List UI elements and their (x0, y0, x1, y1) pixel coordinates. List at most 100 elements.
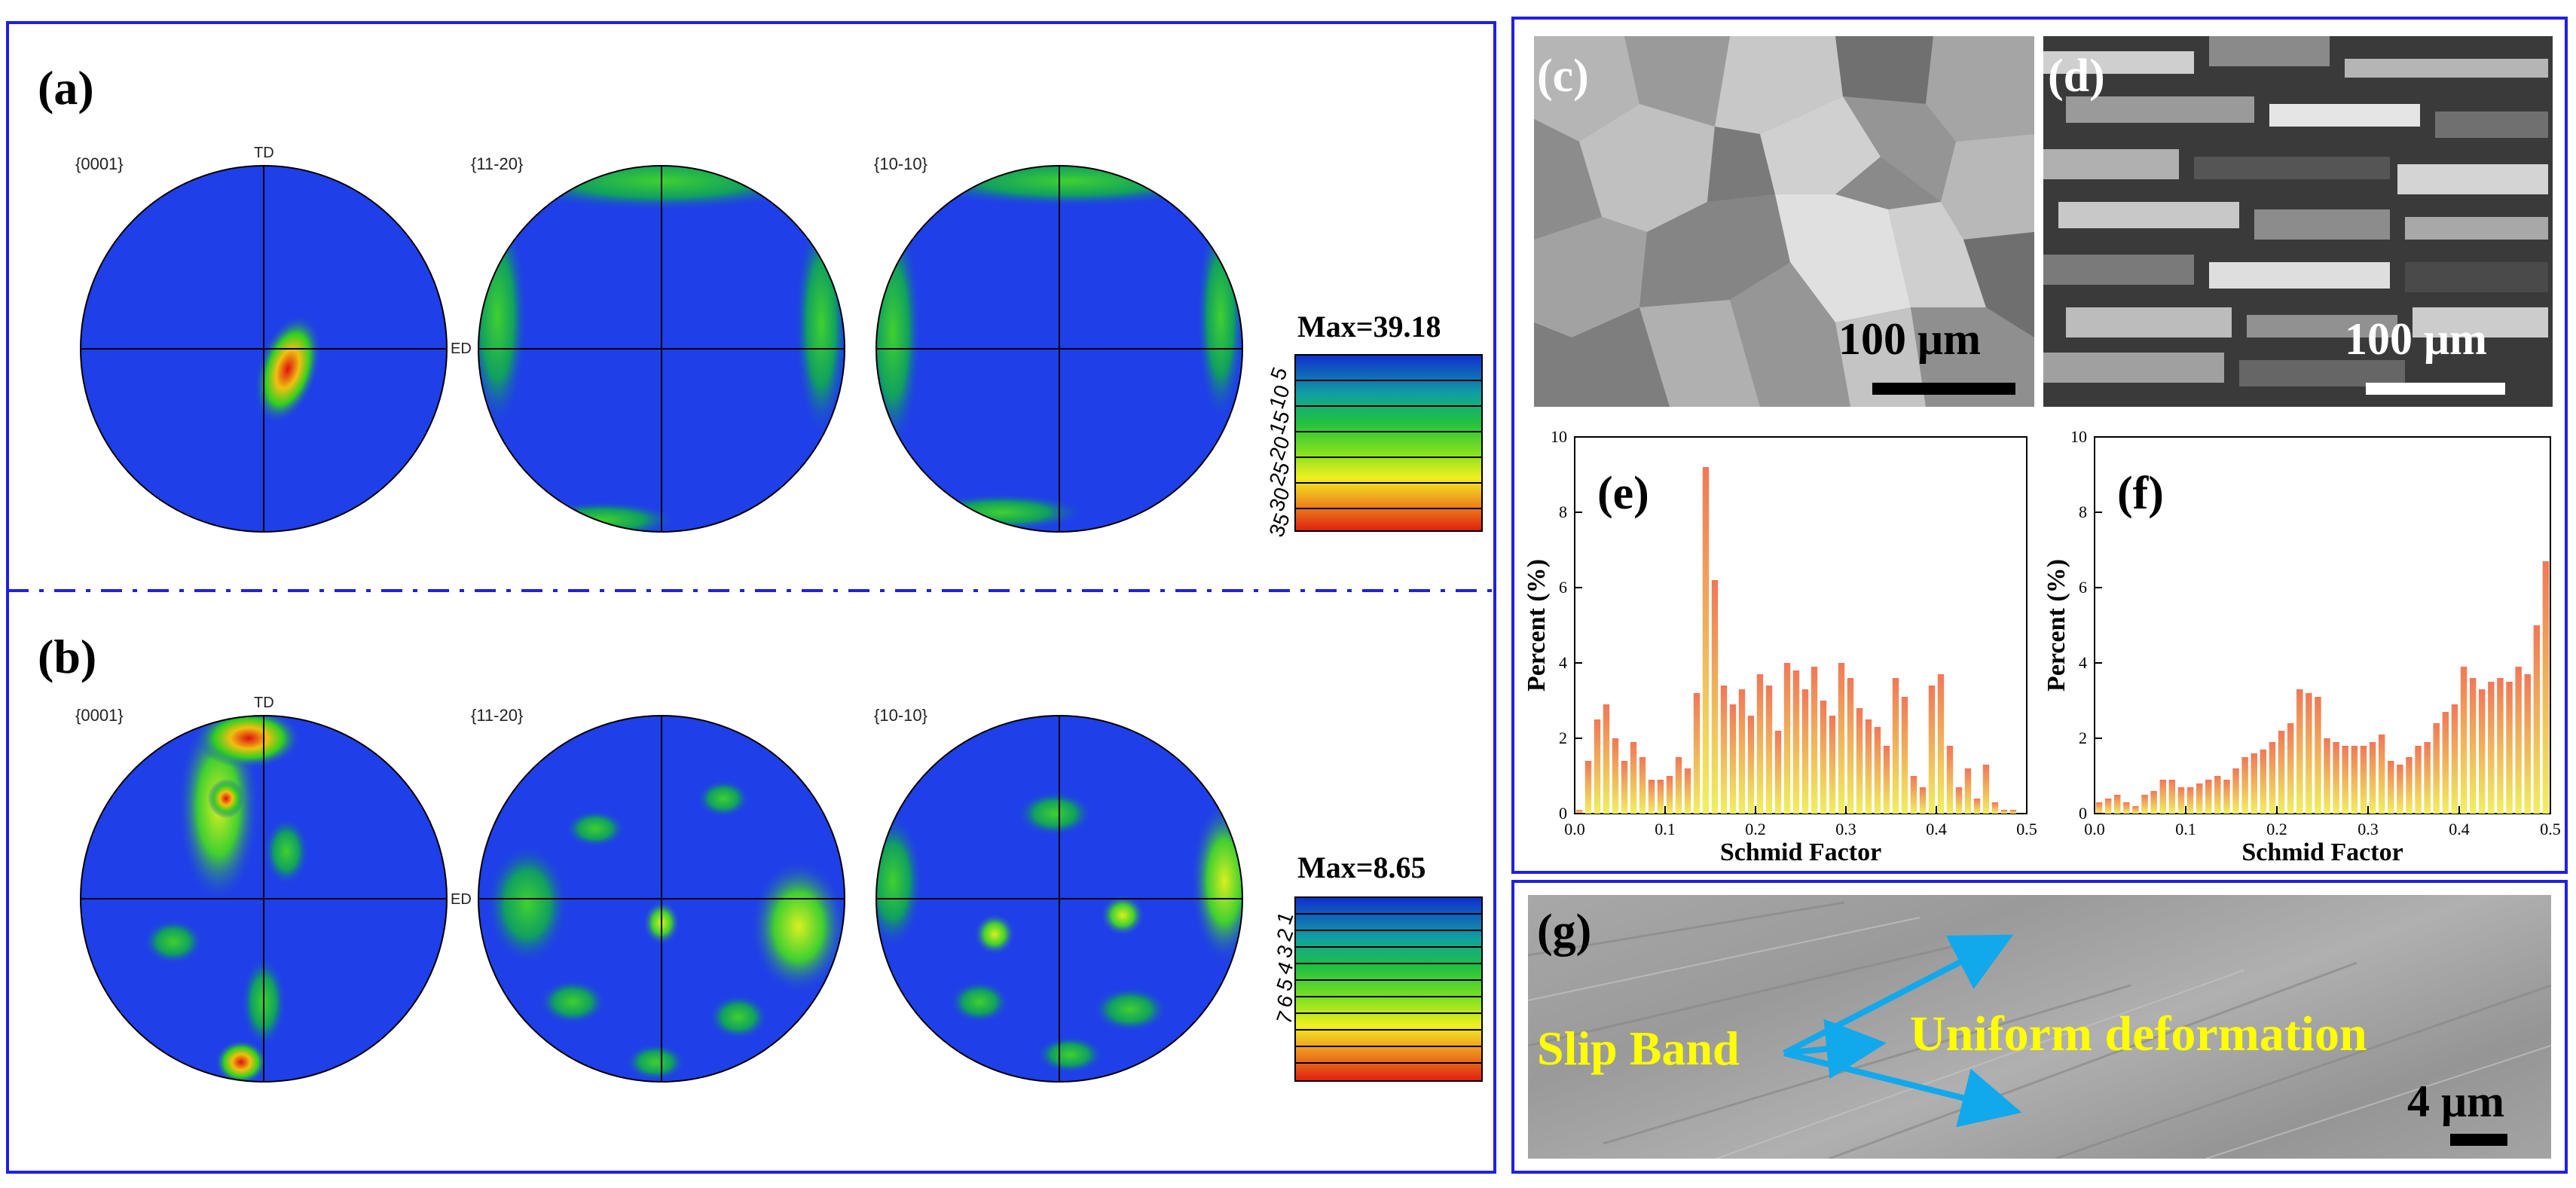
bar (1955, 787, 1963, 814)
slip-band-label: Slip Band (1537, 1022, 1740, 1075)
pf-a-plane-0001: {0001} (75, 154, 124, 173)
x-axis-label: Schmid Factor (2241, 838, 2403, 866)
bar (1594, 719, 1601, 814)
bar (2150, 791, 2157, 814)
bar (2506, 682, 2513, 814)
bar (2460, 667, 2468, 814)
panel-label-b: (b) (38, 630, 97, 683)
bar (1675, 757, 1682, 814)
y-tick-label: 10 (1551, 427, 1567, 446)
legend-b-max: Max=8.65 (1297, 851, 1426, 884)
bar (2351, 746, 2358, 814)
bar (1575, 810, 1583, 814)
bar (2542, 561, 2550, 814)
bar (1630, 742, 1637, 814)
bar (1946, 746, 1954, 814)
y-tick-label: 0 (1559, 804, 1567, 823)
pf-b-plane-11-20: {11-20} (471, 706, 524, 725)
bar (2415, 746, 2422, 814)
x-tick-label: 0.2 (1745, 820, 1766, 838)
bar (2296, 689, 2303, 814)
bar (1738, 689, 1746, 814)
x-tick-label: 0.1 (1655, 820, 1676, 838)
sem-frame (1511, 880, 2568, 1174)
arrow-middle (1783, 1019, 1887, 1080)
bar (2114, 795, 2121, 814)
bar (2260, 750, 2267, 814)
bar (2442, 712, 2449, 814)
sem-arrows (1783, 934, 2022, 1128)
bar (1991, 802, 1999, 814)
panel-label-e: (e) (1597, 468, 1649, 519)
y-tick-label: 4 (1559, 653, 1567, 672)
bar (1756, 674, 1764, 814)
bar (2196, 783, 2203, 814)
bar (1892, 678, 1899, 814)
bar (2469, 678, 2477, 814)
bar (2479, 689, 2486, 814)
bar (2406, 757, 2413, 814)
bar (2141, 795, 2148, 814)
bar (2186, 787, 2194, 814)
uniform-deformation-label: Uniform deformation (1910, 1006, 2367, 1061)
x-tick-label: 0.2 (2266, 820, 2287, 838)
pole-figure-outlines (80, 165, 1243, 1083)
bar (2388, 761, 2394, 814)
legend-a-colorbar (1294, 354, 1483, 532)
y-tick-label: 2 (2079, 728, 2087, 747)
bar (1792, 670, 1800, 814)
bar (2241, 757, 2248, 814)
y-tick-label: 8 (1559, 502, 1567, 521)
x-tick-label: 0.5 (2540, 820, 2561, 838)
bar (2000, 810, 2008, 814)
ebsd-frame (1511, 17, 2568, 874)
bar (2223, 780, 2230, 814)
pf-b-td-label: TD (254, 695, 274, 711)
bar (1765, 686, 1773, 814)
bar (1964, 768, 1972, 814)
sem-micrograph (1528, 895, 2551, 1159)
panel-label-g: (g) (1537, 906, 1592, 957)
x-tick-label: 0.1 (2175, 820, 2196, 838)
pf-a-plane-10-10: {10-10} (874, 154, 927, 173)
bar (2369, 742, 2376, 814)
bar (2123, 802, 2130, 814)
y-tick-label: 8 (2079, 502, 2087, 521)
bar (1747, 716, 1755, 814)
bar (1838, 663, 1845, 814)
bar (1847, 678, 1854, 814)
pf-b-plane-10-10: {10-10} (874, 706, 927, 725)
bar (2360, 746, 2367, 814)
bar (1919, 787, 1927, 814)
sem-scale-label: 4 μm (2407, 1077, 2504, 1126)
bar (2132, 806, 2139, 814)
bar (2205, 780, 2212, 814)
bar (2287, 723, 2294, 814)
bar (2278, 731, 2285, 814)
arrow-down (1783, 1050, 2022, 1128)
pf-b-ed-label: ED (451, 891, 472, 908)
bar (1856, 708, 1863, 814)
pole-figure-a-11-20 (478, 166, 845, 532)
bar (1729, 704, 1737, 814)
scale-bar-d (2366, 383, 2505, 395)
bar (2424, 742, 2431, 814)
bar (1774, 731, 1782, 814)
pf-b-plane-0001: {0001} (75, 706, 124, 725)
panel-label-a: (a) (38, 61, 94, 115)
y-tick-label: 6 (1559, 578, 1567, 597)
bar (1901, 697, 1908, 814)
sem-scale-bar (2450, 1134, 2507, 1146)
y-tick-label: 0 (2079, 804, 2087, 823)
arrow-up (1783, 934, 2014, 1056)
bar (1811, 667, 1818, 814)
bar (2397, 765, 2403, 814)
scale-label-c: 100 μm (1838, 314, 1981, 364)
x-tick-label: 0.3 (2358, 820, 2379, 838)
bar (2095, 802, 2103, 814)
ebsd-grains-d (2043, 36, 2548, 386)
pf-a-plane-11-20: {11-20} (471, 154, 524, 173)
row-separator (8, 589, 1496, 592)
bar (1584, 761, 1592, 814)
bar (1982, 765, 1990, 814)
